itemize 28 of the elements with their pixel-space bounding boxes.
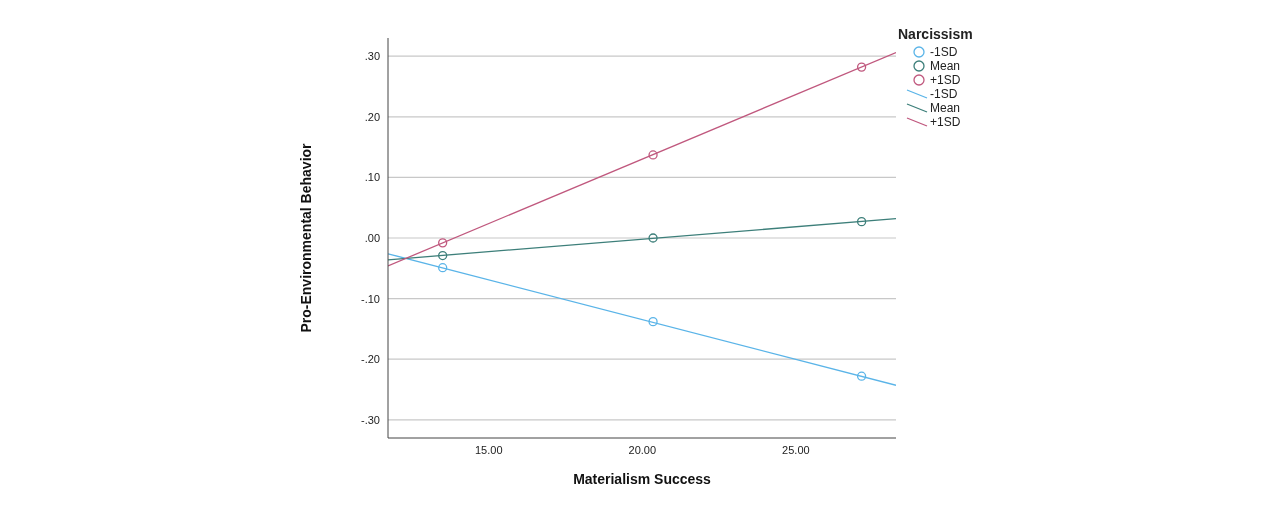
y-tick-label: .00 [364,231,380,244]
point [856,371,867,381]
legend-title: Narcissism [898,26,973,42]
x-tick-label: 15.00 [474,443,503,456]
legend-label: Mean [930,101,961,115]
legend-label: -1SD [930,87,958,101]
y-tick-label: .30 [364,50,380,63]
x-tick-label: 25.00 [782,443,810,456]
point [438,238,448,248]
y-tick-label: .20 [364,110,380,123]
y-axis-title: Pro-Environmental Behavior [297,142,314,333]
point [648,316,658,327]
point [648,150,658,160]
y-tick-label: -.20 [361,353,380,366]
x-axis-title: Materialism Success [573,471,712,487]
legend-label: Mean [930,59,961,73]
point [648,233,658,243]
x-tick-label: 20.00 [628,443,657,456]
point [438,250,448,261]
legend-label: +1SD [930,73,961,87]
y-tick-label: -.30 [361,413,380,426]
y-tick-label: .10 [364,171,380,184]
legend-label: +1SD [930,115,961,129]
legend-label: -1SD [930,45,958,59]
point [438,263,448,273]
point [856,216,867,227]
point [856,62,867,72]
y-tick-label: -.10 [361,292,380,305]
